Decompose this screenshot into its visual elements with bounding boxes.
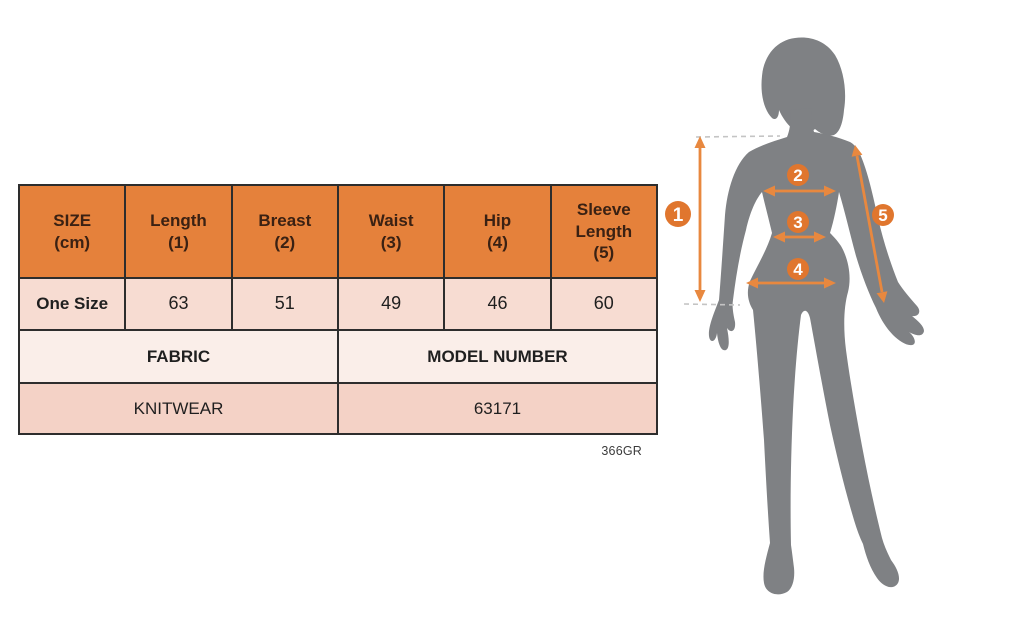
table-row: KNITWEAR 63171	[18, 382, 659, 435]
marker-circle-4: 4	[787, 258, 809, 280]
svg-text:3: 3	[793, 213, 802, 232]
header-sleeve-length: Sleeve Length (5)	[549, 184, 659, 279]
header-length: Length (1)	[124, 184, 233, 279]
svg-text:1: 1	[673, 205, 684, 226]
cell-breast: 51	[230, 277, 339, 331]
dashed-guide-top	[695, 135, 781, 138]
measurement-arrow-3	[773, 231, 826, 243]
cell-length: 63	[124, 277, 233, 331]
table-header-row: SIZE (cm) Length (1) Breast (2) Waist (3…	[17, 184, 659, 279]
fabric-label: FABRIC	[18, 329, 339, 384]
svg-text:4: 4	[793, 260, 803, 279]
model-number-label: MODEL NUMBER	[336, 329, 659, 384]
measurement-arrow-4	[746, 277, 836, 289]
header-hip: Hip (4)	[443, 184, 552, 279]
marker-circle-1: 1	[665, 201, 691, 227]
header-breast: Breast (2)	[230, 184, 339, 279]
cell-waist: 49	[336, 277, 446, 331]
header-size: SIZE (cm)	[17, 184, 127, 279]
table-row: FABRIC MODEL NUMBER	[18, 329, 659, 384]
fabric-value: KNITWEAR	[18, 382, 339, 435]
cell-sleeve-length: 60	[549, 277, 659, 331]
marker-circle-5: 5	[872, 204, 894, 226]
header-waist: Waist (3)	[336, 184, 446, 279]
marker-circle-2: 2	[787, 164, 809, 186]
dashed-guide-bottom	[683, 303, 741, 306]
weight-footnote: 366GR	[601, 444, 642, 458]
svg-text:2: 2	[793, 166, 802, 185]
measurement-arrow-5	[851, 145, 888, 303]
measurement-arrow-2	[763, 185, 836, 197]
measurement-arrow-1	[694, 136, 706, 302]
model-number-value: 63171	[336, 382, 659, 435]
woman-silhouette	[708, 37, 924, 595]
marker-circle-3: 3	[787, 211, 809, 233]
table-row: One Size 63 51 49 46 60	[17, 277, 659, 331]
body-measurement-diagram: 1 2 3 4 5	[665, 37, 924, 595]
svg-text:5: 5	[878, 206, 887, 225]
cell-hip: 46	[443, 277, 552, 331]
size-table: SIZE (cm) Length (1) Breast (2) Waist (3…	[17, 184, 659, 435]
cell-size-name: One Size	[17, 277, 127, 331]
